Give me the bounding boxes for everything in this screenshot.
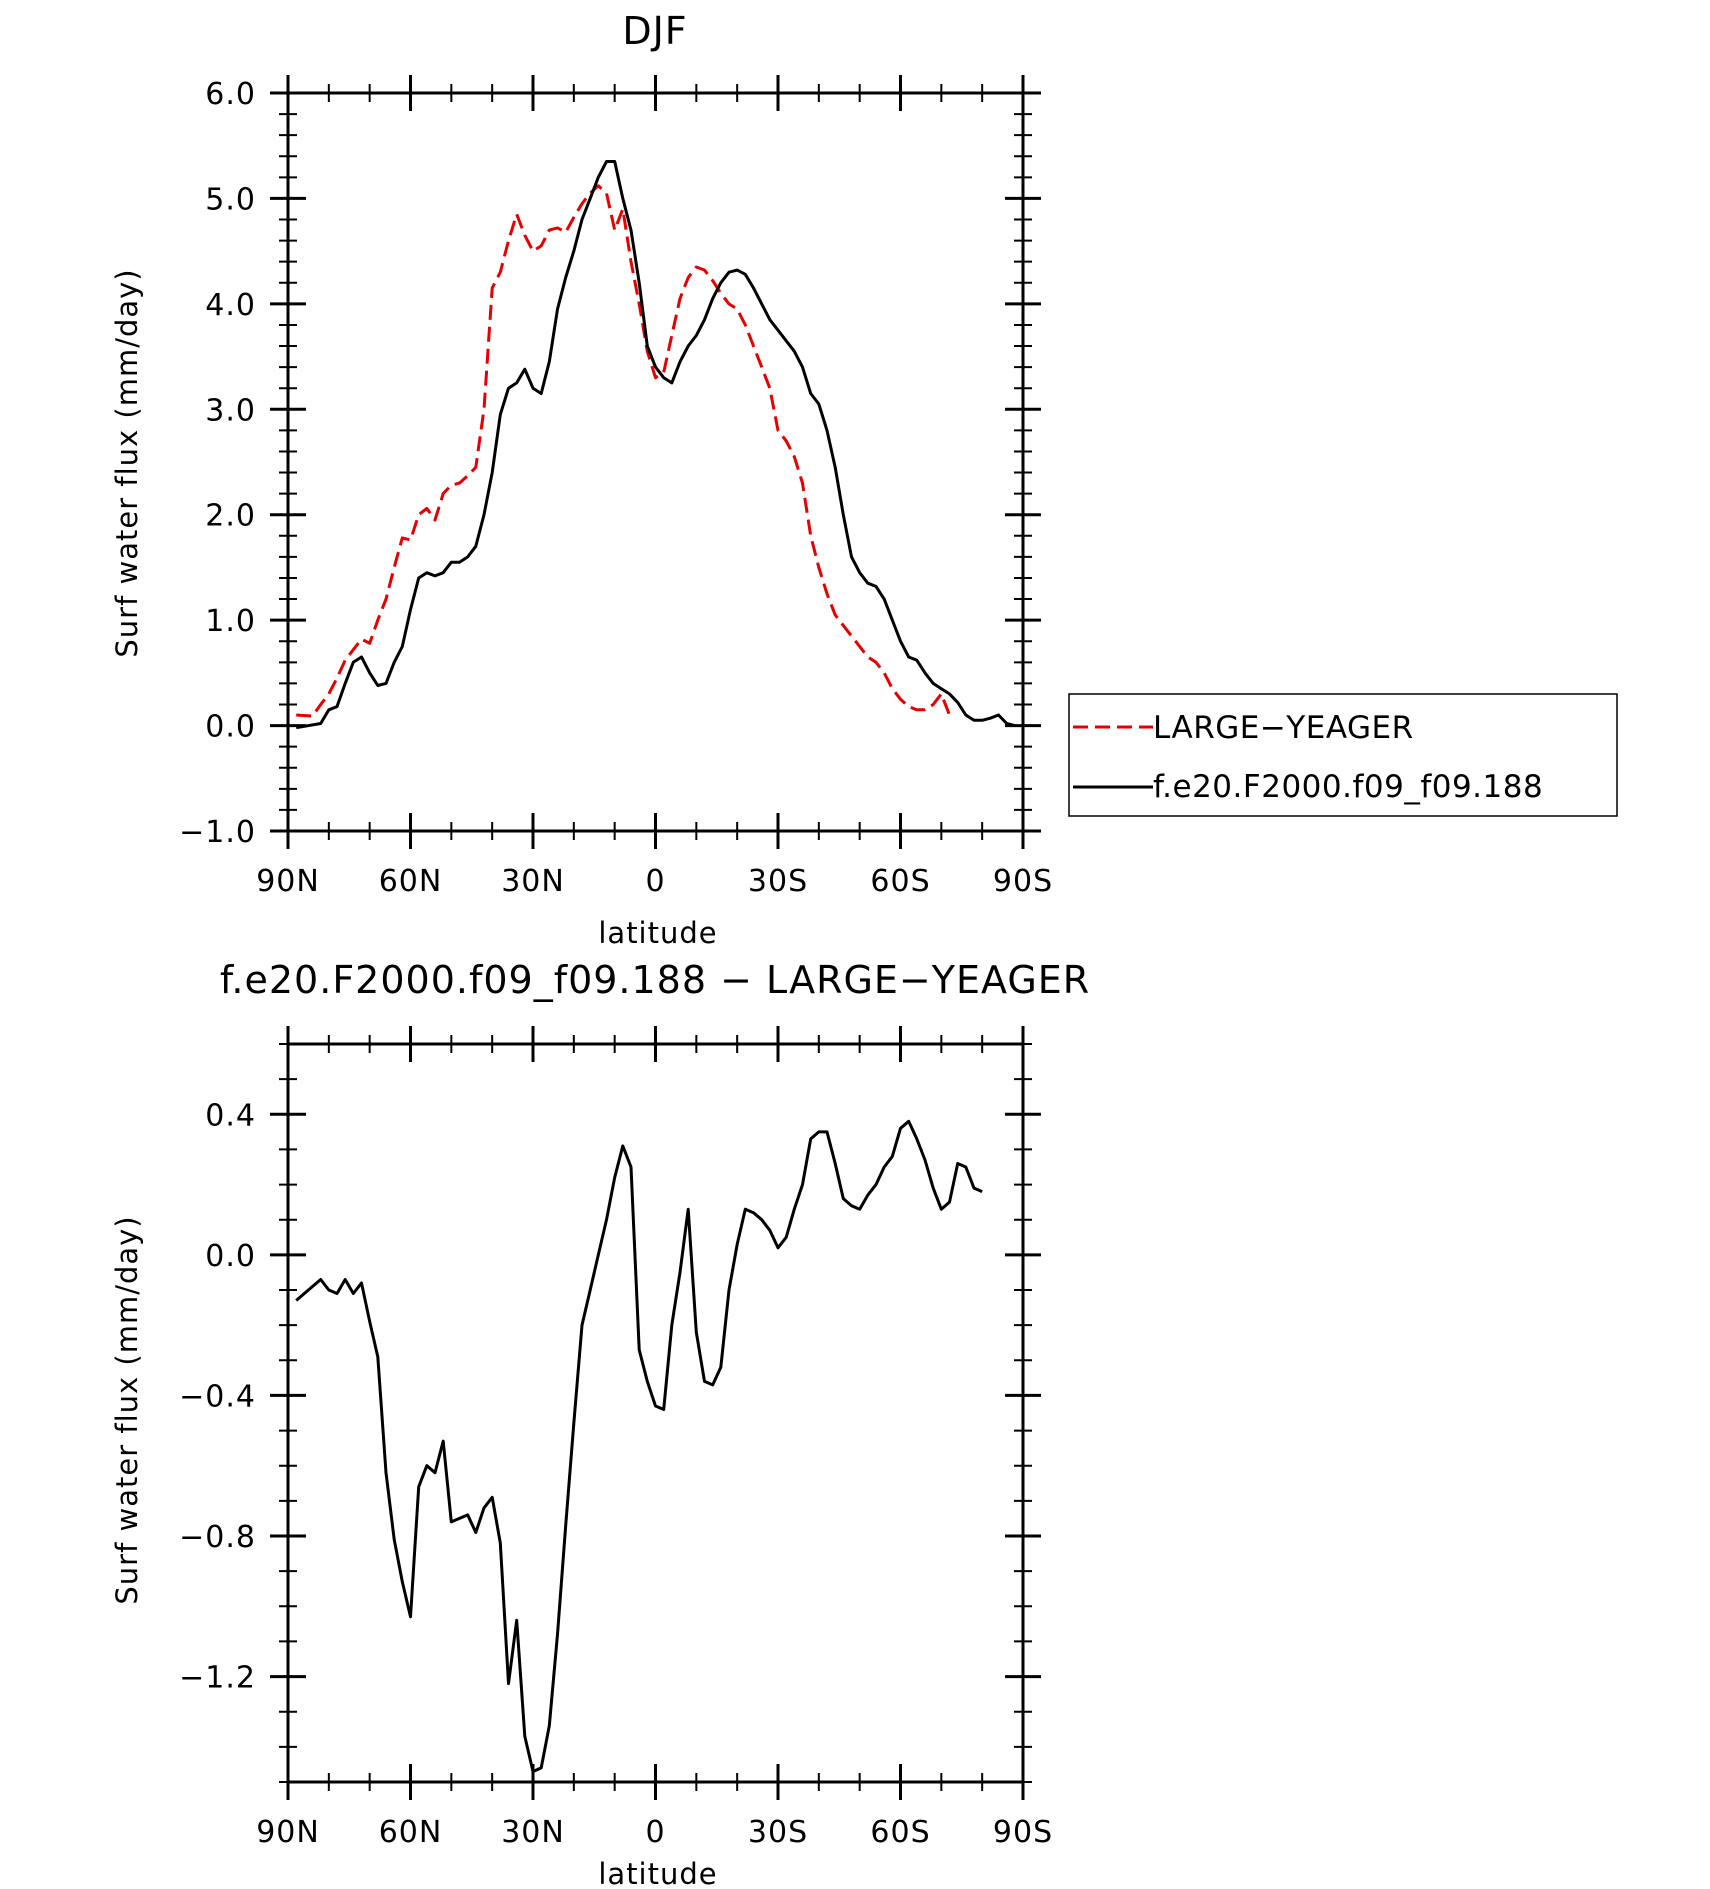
y-tick-label: 0.4: [205, 1098, 256, 1133]
y-tick-label: 0.0: [205, 1239, 256, 1274]
y-axis-label: Surf water flux (mm/day): [110, 1215, 144, 1604]
y-tick-label: 2.0: [205, 499, 256, 534]
axis-ticks: [270, 1026, 1041, 1800]
x-tick-label: 60N: [379, 1815, 443, 1850]
x-tick-label: 60S: [870, 864, 930, 899]
axis-ticks: [270, 75, 1041, 849]
series-line-1: [295, 1119, 983, 1773]
x-tick-label: 0: [645, 864, 665, 899]
plot-lines: [295, 1119, 983, 1773]
y-tick-label: 3.0: [205, 393, 256, 428]
y-tick-label: 0.0: [205, 710, 256, 745]
y-tick-label: 4.0: [205, 288, 256, 323]
x-axis-label: latitude: [598, 1857, 717, 1889]
plot-frame: [286, 1042, 1025, 1784]
panel-title: f.e20.F2000.f09_f09.188 − LARGE−YEAGER: [220, 958, 1090, 1002]
x-tick-label: 60S: [870, 1815, 930, 1850]
plot-lines: [295, 160, 1016, 730]
y-tick-label: −0.8: [179, 1520, 256, 1555]
x-tick-label: 90N: [256, 864, 320, 899]
x-tick-label: 60N: [379, 864, 443, 899]
x-tick-label: 30N: [501, 1815, 565, 1850]
x-tick-label: 90N: [256, 1815, 320, 1850]
y-tick-label: −0.4: [179, 1379, 256, 1414]
legend: LARGE−YEAGER f.e20.F2000.f09_f09.188: [1068, 693, 1618, 817]
y-tick-label: 6.0: [205, 77, 256, 112]
x-tick-label: 90S: [993, 1815, 1053, 1850]
panel-title: DJF: [622, 9, 687, 53]
panel-difference: f.e20.F2000.f09_f09.188 − LARGE−YEAGER S…: [110, 958, 1090, 1889]
y-tick-label: 5.0: [205, 182, 256, 217]
series-line-2: [295, 160, 1016, 730]
legend-label-large-yeager: LARGE−YEAGER: [1153, 710, 1414, 746]
plot-frame: [286, 91, 1025, 833]
x-tick-labels: 90N 60N 30N 0 30S 60S 90S: [256, 1815, 1053, 1850]
panel-djf: DJF Surf water flux (mm/day) latitude 6.…: [110, 9, 1618, 950]
x-axis-label: latitude: [598, 916, 717, 950]
y-tick-labels: 0.4 0.0 −0.4 −0.8 −1.2: [179, 1098, 256, 1696]
series-line-1: [296, 184, 951, 718]
x-tick-label: 30N: [501, 864, 565, 899]
y-tick-label: 1.0: [205, 604, 256, 639]
legend-label-model: f.e20.F2000.f09_f09.188: [1153, 769, 1543, 805]
y-axis-label: Surf water flux (mm/day): [110, 268, 144, 657]
y-tick-label: −1.0: [179, 815, 256, 850]
x-tick-label: 30S: [748, 1815, 808, 1850]
x-tick-labels: 90N 60N 30N 0 30S 60S 90S: [256, 864, 1053, 899]
x-tick-label: 30S: [748, 864, 808, 899]
y-tick-labels: 6.0 5.0 4.0 3.0 2.0 1.0 0.0 −1.0: [179, 77, 256, 850]
y-tick-label: −1.2: [179, 1661, 256, 1696]
legend-box: [1068, 693, 1618, 817]
x-tick-label: 0: [645, 1815, 665, 1850]
x-tick-label: 90S: [993, 864, 1053, 899]
